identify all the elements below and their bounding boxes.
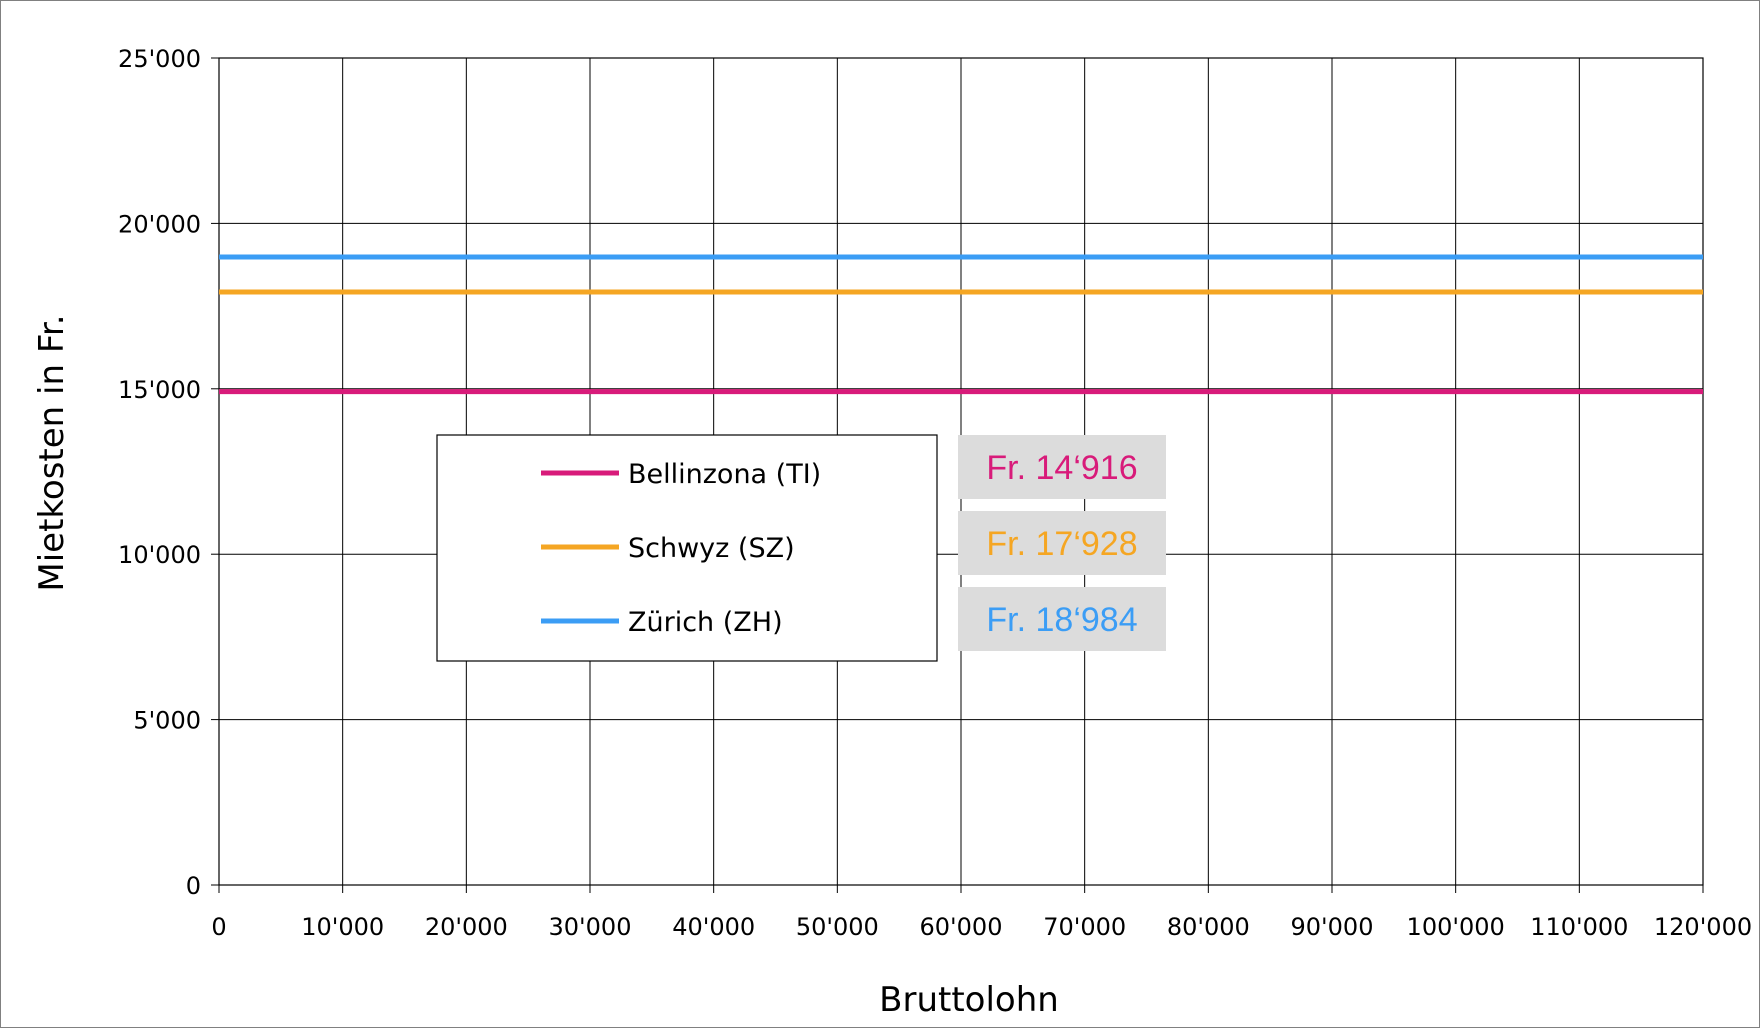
- x-tick-label: 120'000: [1654, 913, 1752, 941]
- legend-label: Schwyz (SZ): [628, 533, 795, 564]
- y-tick-label: 25'000: [118, 45, 201, 73]
- legend-label: Zürich (ZH): [628, 607, 783, 638]
- legend-label: Bellinzona (TI): [628, 459, 821, 490]
- y-axis-title: Mietkosten in Fr.: [32, 314, 72, 591]
- legend-box: [436, 434, 938, 662]
- annotation-value: Fr. 14‘916: [986, 449, 1137, 487]
- series-lines: [219, 254, 1703, 395]
- x-axis-title: Bruttolohn: [879, 980, 1059, 1020]
- x-tick-label: 40'000: [672, 913, 755, 941]
- annotation-box: [958, 511, 1166, 575]
- x-tick-label: 110'000: [1530, 913, 1628, 941]
- y-tick-label: 15'000: [118, 376, 201, 404]
- annotation-value: Fr. 17‘928: [986, 525, 1137, 563]
- x-tick-label: 10'000: [301, 913, 384, 941]
- axes: 0 10'000 20'000 30'000 40'000 50'000 60'000 70'…: [118, 45, 1752, 941]
- x-tick-label: 100'000: [1407, 913, 1505, 941]
- annotation-box: [958, 435, 1166, 499]
- x-tick-label: 60'000: [920, 913, 1003, 941]
- x-tick-label: 90'000: [1291, 913, 1374, 941]
- y-tick-label: 5'000: [133, 707, 201, 735]
- y-tick-label: 20'000: [118, 210, 201, 238]
- x-tick-label: 20'000: [425, 913, 508, 941]
- y-tick-label: 0: [186, 872, 201, 900]
- value-annotations: Fr. 14‘916 Fr. 17‘928 Fr. 18‘984: [958, 435, 1166, 651]
- legend: Bellinzona (TI) Schwyz (SZ) Zürich (ZH): [436, 434, 938, 662]
- y-tick-label: 10'000: [118, 541, 201, 569]
- annotation-box: [958, 587, 1166, 651]
- x-tick-label: 80'000: [1167, 913, 1250, 941]
- annotation-value: Fr. 18‘984: [986, 601, 1137, 639]
- x-tick-label: 70'000: [1043, 913, 1126, 941]
- x-tick-label: 50'000: [796, 913, 879, 941]
- x-tick-label: 30'000: [549, 913, 632, 941]
- x-tick-label: 0: [211, 913, 226, 941]
